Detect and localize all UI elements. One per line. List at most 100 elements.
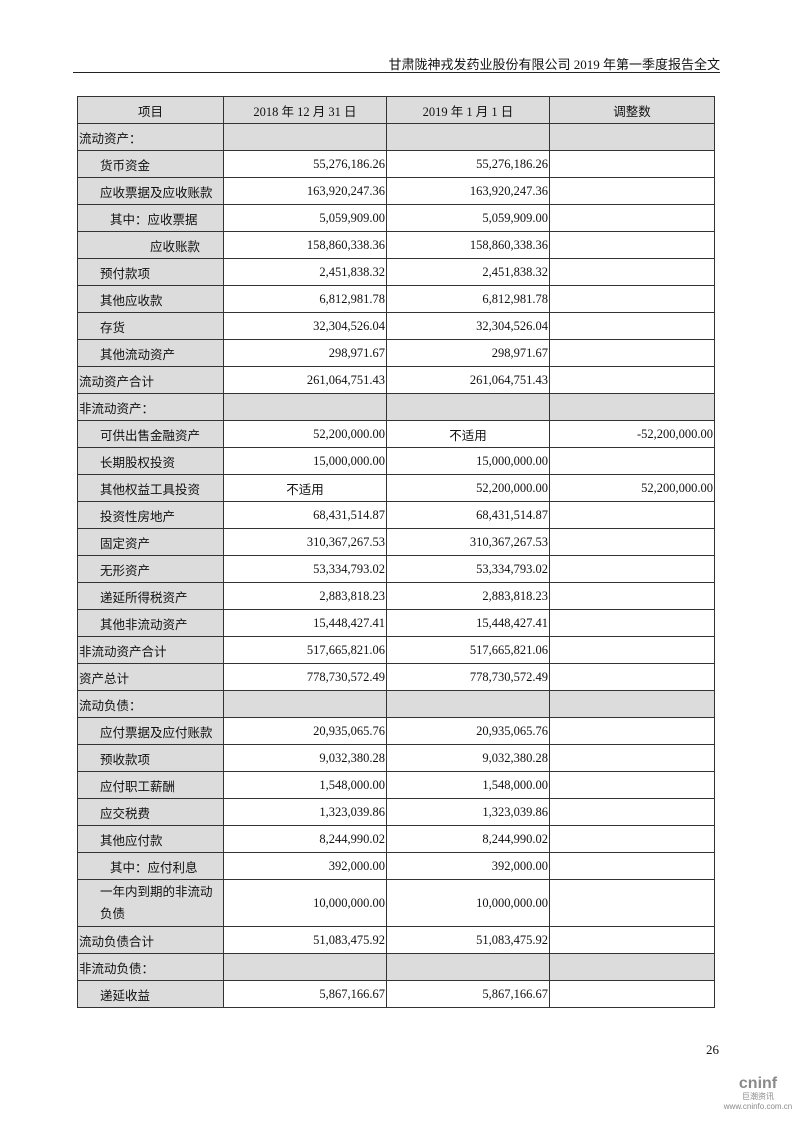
value-2018: 158,860,338.36 xyxy=(223,231,387,259)
row-label: 递延收益 xyxy=(77,980,224,1008)
table-row: 货币资金 55,276,186.26 55,276,186.26 xyxy=(77,150,715,178)
row-label: 投资性房地产 xyxy=(77,501,224,529)
value-adjustment xyxy=(549,177,715,205)
row-label: 流动资产合计 xyxy=(77,366,224,394)
value-2018: 517,665,821.06 xyxy=(223,636,387,664)
table-row: 可供出售金融资产 52,200,000.00 不适用 -52,200,000.00 xyxy=(77,420,715,448)
value-2019: 2,451,838.32 xyxy=(386,258,550,286)
row-label: 递延所得税资产 xyxy=(77,582,224,610)
row-label: 资产总计 xyxy=(77,663,224,691)
table-row: 投资性房地产 68,431,514.87 68,431,514.87 xyxy=(77,501,715,529)
balance-adjustment-table: 项目 2018 年 12 月 31 日 2019 年 1 月 1 日 调整数 流… xyxy=(77,96,715,1008)
value-2018: 15,448,427.41 xyxy=(223,609,387,637)
value-2018: 不适用 xyxy=(223,474,387,502)
value-2019: 32,304,526.04 xyxy=(386,312,550,340)
value-adjustment xyxy=(549,312,715,340)
value-adjustment xyxy=(549,744,715,772)
row-label: 其他非流动资产 xyxy=(77,609,224,637)
section-row: 非流动资产： xyxy=(77,393,715,421)
value-adjustment xyxy=(549,953,715,981)
row-label: 固定资产 xyxy=(77,528,224,556)
value-2018: 2,451,838.32 xyxy=(223,258,387,286)
table-row: 应交税费 1,323,039.86 1,323,039.86 xyxy=(77,798,715,826)
value-2018: 51,083,475.92 xyxy=(223,926,387,954)
table-row: 应付票据及应付账款 20,935,065.76 20,935,065.76 xyxy=(77,717,715,745)
value-adjustment xyxy=(549,798,715,826)
table-row: 预收款项 9,032,380.28 9,032,380.28 xyxy=(77,744,715,772)
value-adjustment xyxy=(549,366,715,394)
value-2019: 20,935,065.76 xyxy=(386,717,550,745)
value-2018: 53,334,793.02 xyxy=(223,555,387,583)
value-2018: 32,304,526.04 xyxy=(223,312,387,340)
value-2018: 15,000,000.00 xyxy=(223,447,387,475)
table-row: 递延所得税资产 2,883,818.23 2,883,818.23 xyxy=(77,582,715,610)
row-label: 其他权益工具投资 xyxy=(77,474,224,502)
value-2019: 52,200,000.00 xyxy=(386,474,550,502)
row-label: 非流动负债： xyxy=(77,953,224,981)
row-label: 流动资产： xyxy=(77,123,224,151)
value-2019: 310,367,267.53 xyxy=(386,528,550,556)
row-label: 其中：应付利息 xyxy=(77,852,224,880)
row-label: 应付职工薪酬 xyxy=(77,771,224,799)
value-2018: 298,971.67 xyxy=(223,339,387,367)
value-adjustment xyxy=(549,528,715,556)
value-2019: 5,867,166.67 xyxy=(386,980,550,1008)
value-2019 xyxy=(386,393,550,421)
value-2018: 1,548,000.00 xyxy=(223,771,387,799)
value-2019: 298,971.67 xyxy=(386,339,550,367)
page-number: 26 xyxy=(706,1042,719,1057)
value-adjustment xyxy=(549,879,715,927)
value-2019: 6,812,981.78 xyxy=(386,285,550,313)
table-row: 其中：应付利息 392,000.00 392,000.00 xyxy=(77,852,715,880)
value-adjustment xyxy=(549,926,715,954)
value-adjustment xyxy=(549,447,715,475)
value-adjustment: 52,200,000.00 xyxy=(549,474,715,502)
value-2019: 1,548,000.00 xyxy=(386,771,550,799)
value-adjustment xyxy=(549,825,715,853)
col-header-adjustment: 调整数 xyxy=(549,96,715,124)
cninfo-logo: cninf 巨潮资讯 www.cninfo.com.cn xyxy=(722,1076,793,1112)
value-2018: 52,200,000.00 xyxy=(223,420,387,448)
col-header-item: 项目 xyxy=(77,96,224,124)
value-2019: 51,083,475.92 xyxy=(386,926,550,954)
section-row: 流动负债： xyxy=(77,690,715,718)
table-row: 递延收益 5,867,166.67 5,867,166.67 xyxy=(77,980,715,1008)
value-2018 xyxy=(223,690,387,718)
value-2018: 778,730,572.49 xyxy=(223,663,387,691)
logo-url: www.cninfo.com.cn xyxy=(723,1102,793,1111)
value-adjustment xyxy=(549,980,715,1008)
value-adjustment xyxy=(549,609,715,637)
value-2019: 2,883,818.23 xyxy=(386,582,550,610)
table-row: 资产总计 778,730,572.49 778,730,572.49 xyxy=(77,663,715,691)
value-2019: 778,730,572.49 xyxy=(386,663,550,691)
value-2019: 261,064,751.43 xyxy=(386,366,550,394)
value-2019: 68,431,514.87 xyxy=(386,501,550,529)
value-2019: 53,334,793.02 xyxy=(386,555,550,583)
value-2019 xyxy=(386,953,550,981)
row-label: 可供出售金融资产 xyxy=(77,420,224,448)
value-adjustment xyxy=(549,204,715,232)
table-row: 存货 32,304,526.04 32,304,526.04 xyxy=(77,312,715,340)
value-2018: 10,000,000.00 xyxy=(223,879,387,927)
table-row: 一年内到期的非流动负债 10,000,000.00 10,000,000.00 xyxy=(77,879,715,927)
table-row: 流动资产合计 261,064,751.43 261,064,751.43 xyxy=(77,366,715,394)
row-label: 应收账款 xyxy=(77,231,224,259)
value-2019: 1,323,039.86 xyxy=(386,798,550,826)
value-adjustment xyxy=(549,258,715,286)
value-2018: 20,935,065.76 xyxy=(223,717,387,745)
value-2018: 163,920,247.36 xyxy=(223,177,387,205)
row-label: 其中：应收票据 xyxy=(77,204,224,232)
value-adjustment xyxy=(549,555,715,583)
row-label: 流动负债： xyxy=(77,690,224,718)
value-2018: 68,431,514.87 xyxy=(223,501,387,529)
table-row: 预付款项 2,451,838.32 2,451,838.32 xyxy=(77,258,715,286)
running-header: 甘肃陇神戎发药业股份有限公司 2019 年第一季度报告全文 xyxy=(388,57,720,72)
row-label: 其他流动资产 xyxy=(77,339,224,367)
row-label: 流动负债合计 xyxy=(77,926,224,954)
table-row: 无形资产 53,334,793.02 53,334,793.02 xyxy=(77,555,715,583)
value-2019: 55,276,186.26 xyxy=(386,150,550,178)
value-2018: 1,323,039.86 xyxy=(223,798,387,826)
row-label: 应付票据及应付账款 xyxy=(77,717,224,745)
value-2018: 261,064,751.43 xyxy=(223,366,387,394)
